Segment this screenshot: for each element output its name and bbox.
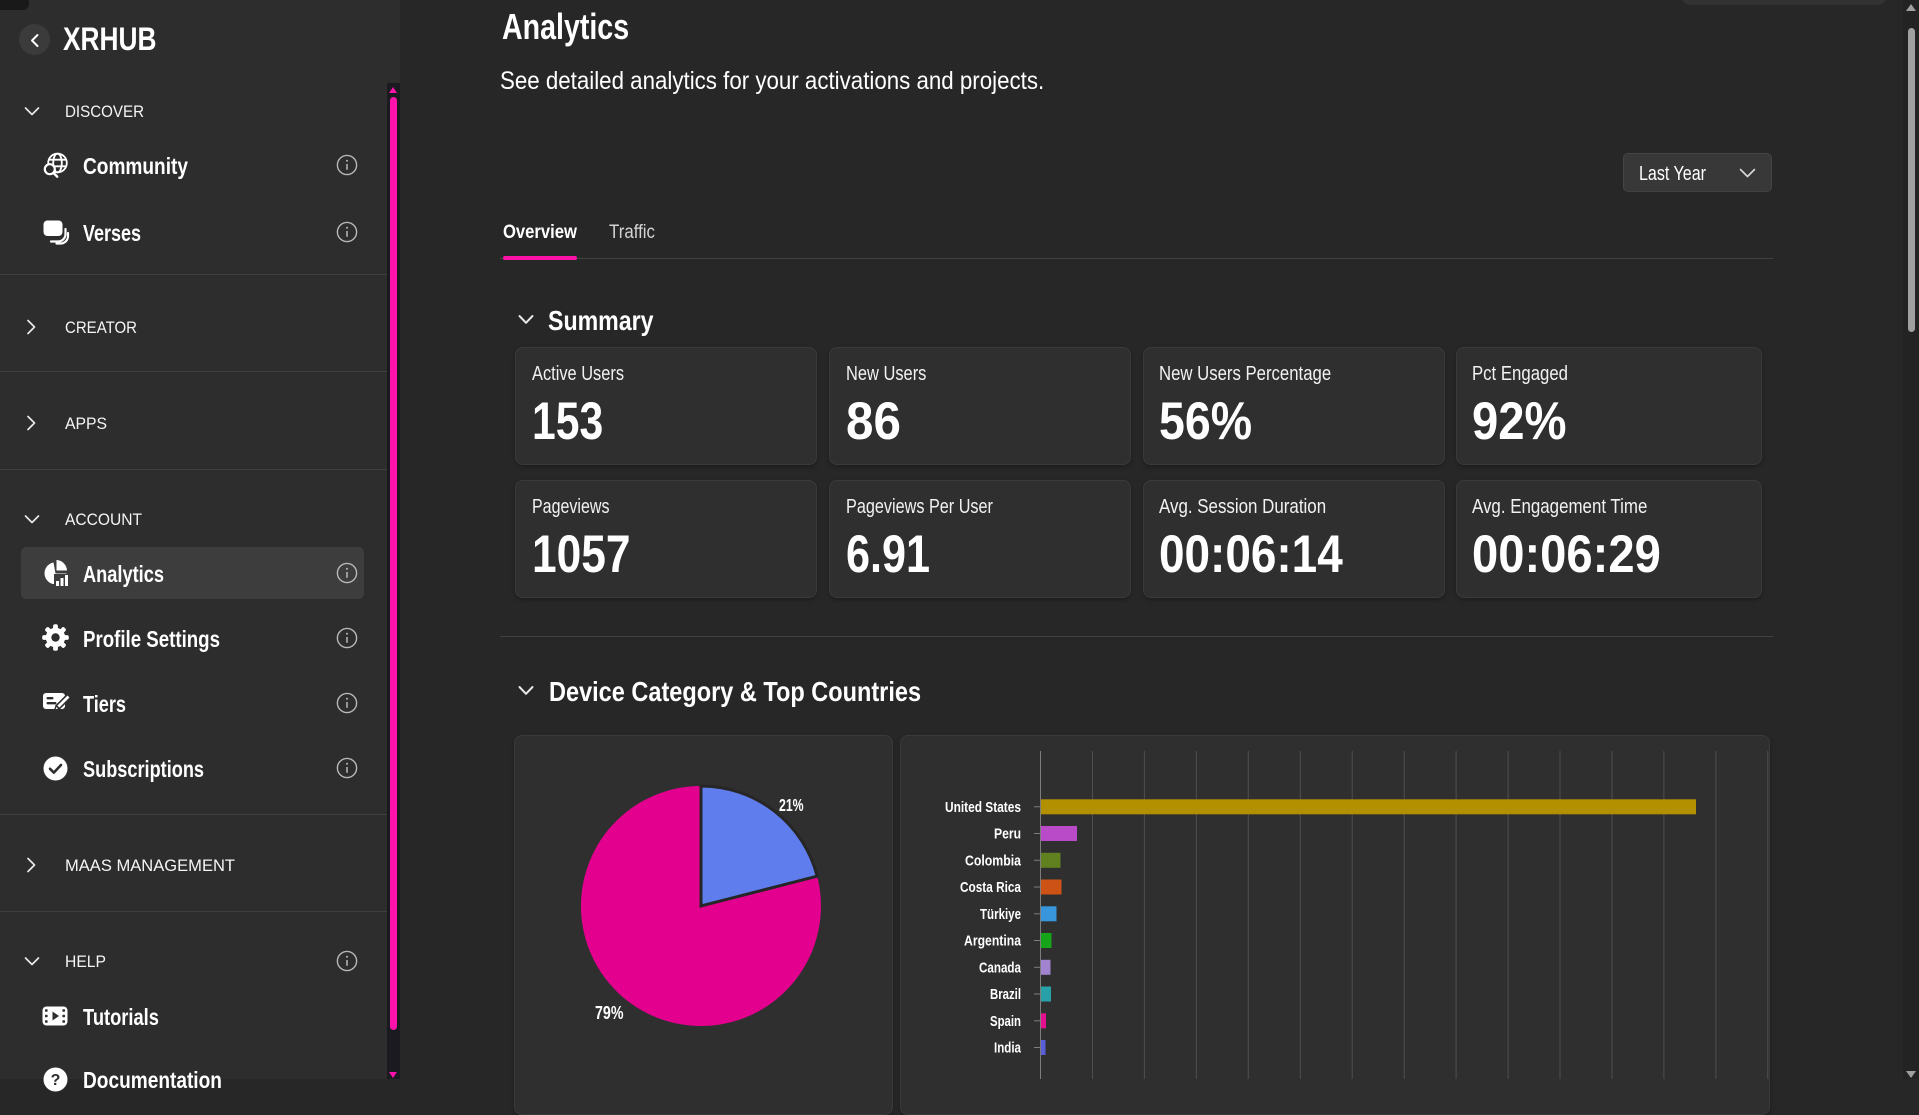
svg-text:Peru: Peru: [994, 826, 1021, 843]
svg-text:India: India: [994, 1040, 1021, 1057]
svg-text:21%: 21%: [779, 796, 804, 816]
svg-text:United States: United States: [945, 799, 1021, 816]
svg-text:Colombia: Colombia: [965, 853, 1022, 870]
svg-text:Türkiye: Türkiye: [980, 906, 1021, 923]
svg-text:79%: 79%: [595, 1003, 623, 1023]
svg-text:Spain: Spain: [990, 1013, 1021, 1030]
svg-text:Costa Rica: Costa Rica: [960, 879, 1022, 896]
svg-text:Canada: Canada: [979, 960, 1022, 977]
svg-text:Argentina: Argentina: [964, 933, 1022, 950]
svg-text:?: ?: [51, 1072, 61, 1089]
svg-text:Brazil: Brazil: [990, 986, 1021, 1003]
